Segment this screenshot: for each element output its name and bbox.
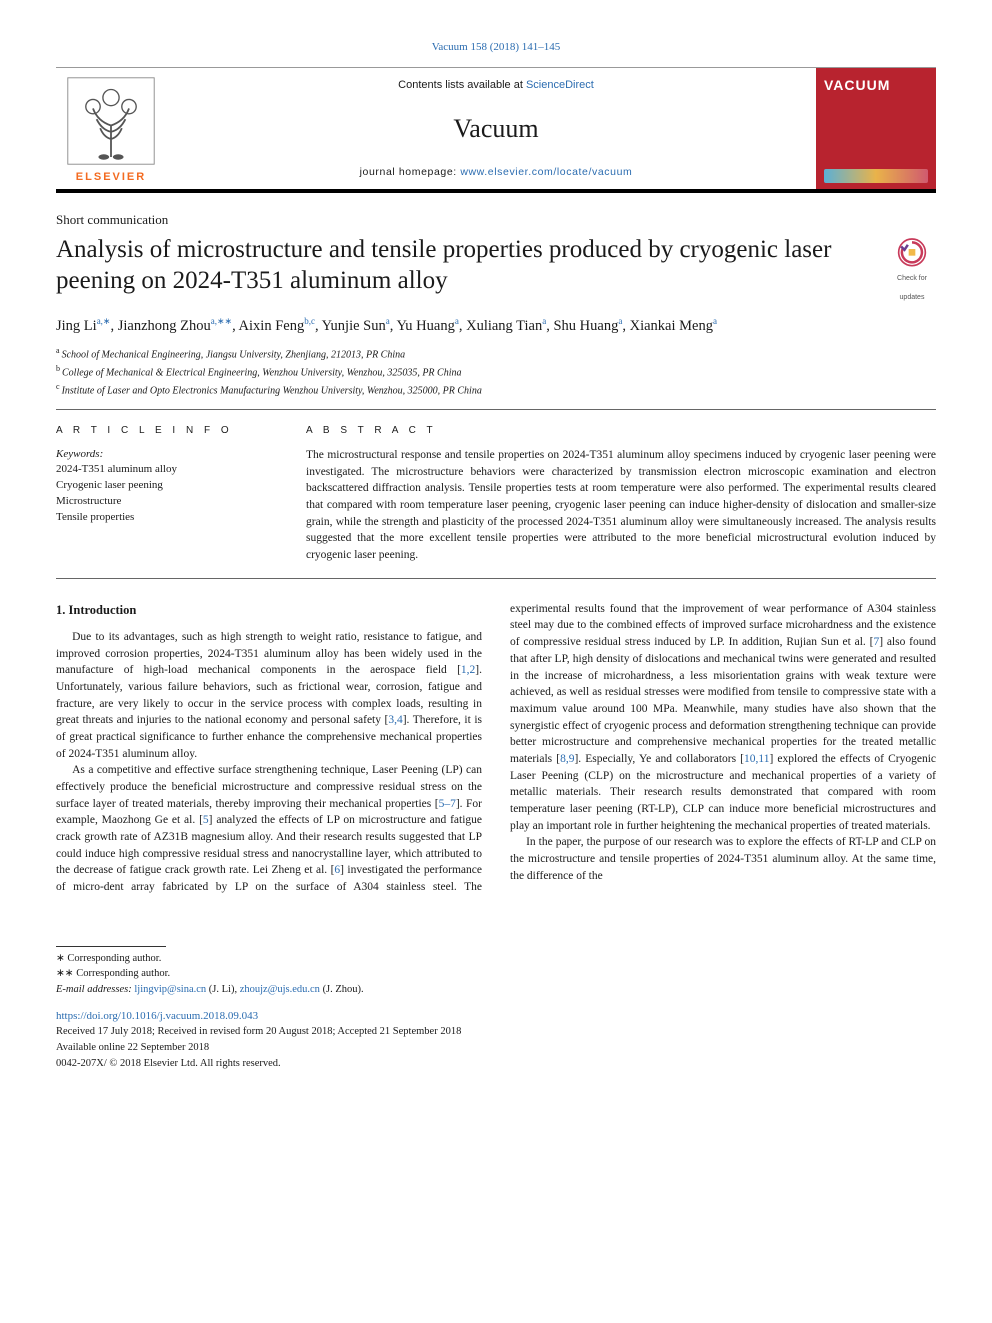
journal-cover-thumbnail: VACUUM bbox=[816, 68, 936, 189]
author-aff-sup: a bbox=[618, 316, 622, 326]
email-link[interactable]: zhoujz@ujs.edu.cn bbox=[240, 984, 320, 995]
abstract-block: A B S T R A C T The microstructural resp… bbox=[306, 424, 936, 564]
citation-link[interactable]: 5–7 bbox=[439, 798, 456, 810]
corresponding-footnote: ∗ Corresponding author. bbox=[56, 951, 936, 967]
article-info-left: A R T I C L E I N F O Keywords: 2024-T35… bbox=[56, 424, 266, 564]
elsevier-wordmark: ELSEVIER bbox=[76, 170, 146, 185]
cover-title: VACUUM bbox=[824, 76, 928, 95]
author-aff-sup: a bbox=[542, 316, 546, 326]
author-aff-sup: a bbox=[455, 316, 459, 326]
history-line: Received 17 July 2018; Received in revis… bbox=[56, 1024, 936, 1040]
doi-link[interactable]: https://doi.org/10.1016/j.vacuum.2018.09… bbox=[56, 1008, 936, 1025]
journal-header: ELSEVIER Contents lists available at Sci… bbox=[56, 67, 936, 193]
footer-block: ∗ Corresponding author. ∗∗ Corresponding… bbox=[56, 946, 936, 1072]
author: Xuliang Tian bbox=[466, 317, 542, 333]
footnote-rule bbox=[56, 946, 166, 947]
corresponding-footnote: ∗∗ Corresponding author. bbox=[56, 966, 936, 982]
author: Xiankai Meng bbox=[630, 317, 713, 333]
author: Jianzhong Zhou bbox=[118, 317, 211, 333]
copyright-line: 0042-207X/ © 2018 Elsevier Ltd. All righ… bbox=[56, 1056, 936, 1072]
citation-link[interactable]: 1,2 bbox=[461, 664, 475, 676]
top-citation: Vacuum 158 (2018) 141–145 bbox=[56, 40, 936, 55]
author-aff-sup: a,∗ bbox=[97, 316, 111, 326]
author-aff-sup: b,c bbox=[304, 316, 315, 326]
section-heading: 1. Introduction bbox=[56, 601, 482, 619]
keyword: Cryogenic laser peening bbox=[56, 478, 266, 494]
author-list: Jing Lia,∗, Jianzhong Zhoua,∗∗, Aixin Fe… bbox=[56, 315, 936, 338]
author: Aixin Feng bbox=[239, 317, 305, 333]
keyword: Microstructure bbox=[56, 494, 266, 510]
author: Yu Huang bbox=[396, 317, 454, 333]
citation-link[interactable]: 8,9 bbox=[560, 753, 574, 765]
keywords-list: 2024-T351 aluminum alloy Cryogenic laser… bbox=[56, 462, 266, 526]
header-center: Contents lists available at ScienceDirec… bbox=[176, 68, 816, 189]
divider bbox=[56, 409, 936, 410]
divider bbox=[56, 578, 936, 579]
journal-homepage-link[interactable]: www.elsevier.com/locate/vacuum bbox=[460, 166, 632, 178]
citation-link[interactable]: 10,11 bbox=[744, 753, 769, 765]
available-online-line: Available online 22 September 2018 bbox=[56, 1040, 936, 1056]
author-aff-sup: a bbox=[386, 316, 390, 326]
elsevier-tree-icon bbox=[66, 76, 156, 166]
author-aff-sup: a,∗∗ bbox=[211, 316, 232, 326]
article-title: Analysis of microstructure and tensile p… bbox=[56, 234, 868, 297]
cover-strip-graphic bbox=[824, 169, 928, 183]
affiliations: aSchool of Mechanical Engineering, Jiang… bbox=[56, 345, 936, 398]
homepage-line: journal homepage: www.elsevier.com/locat… bbox=[184, 165, 808, 179]
paragraph: Due to its advantages, such as high stre… bbox=[56, 629, 482, 762]
article-info-row: A R T I C L E I N F O Keywords: 2024-T35… bbox=[56, 424, 936, 564]
abstract-heading: A B S T R A C T bbox=[306, 424, 936, 438]
email-line: E-mail addresses: ljingvip@sina.cn (J. L… bbox=[56, 982, 936, 998]
article-info-heading: A R T I C L E I N F O bbox=[56, 424, 266, 438]
check-for-updates-badge[interactable]: Check forupdates bbox=[888, 234, 936, 302]
top-citation-link[interactable]: Vacuum 158 (2018) 141–145 bbox=[432, 41, 561, 53]
keywords-label: Keywords: bbox=[56, 447, 266, 462]
author: Shu Huang bbox=[553, 317, 618, 333]
paragraph: In the paper, the purpose of our researc… bbox=[510, 834, 936, 884]
journal-name: Vacuum bbox=[184, 111, 808, 146]
check-updates-icon bbox=[892, 234, 932, 274]
keyword: 2024-T351 aluminum alloy bbox=[56, 462, 266, 478]
article-type: Short communication bbox=[56, 211, 936, 229]
citation-link[interactable]: 3,4 bbox=[388, 714, 402, 726]
body-columns: 1. Introduction Due to its advantages, s… bbox=[56, 601, 936, 896]
abstract-text: The microstructural response and tensile… bbox=[306, 447, 936, 564]
author-aff-sup: a bbox=[713, 316, 717, 326]
email-link[interactable]: ljingvip@sina.cn bbox=[134, 984, 206, 995]
author: Yunjie Sun bbox=[322, 317, 386, 333]
contents-line: Contents lists available at ScienceDirec… bbox=[184, 78, 808, 93]
elsevier-logo-block: ELSEVIER bbox=[56, 68, 176, 189]
sciencedirect-link[interactable]: ScienceDirect bbox=[526, 79, 594, 91]
keyword: Tensile properties bbox=[56, 510, 266, 526]
author: Jing Li bbox=[56, 317, 97, 333]
